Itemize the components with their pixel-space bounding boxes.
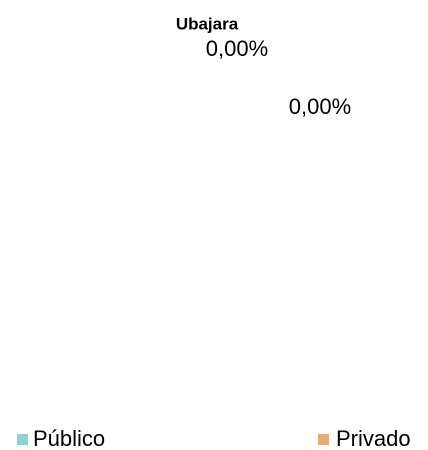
legend-label: Privado (336, 426, 411, 450)
legend-swatch (17, 434, 28, 445)
data-label: 0,00% (289, 94, 351, 119)
data-label: 0,00% (206, 36, 268, 61)
legend-label: Público (33, 426, 105, 450)
legend-swatch (318, 434, 329, 445)
chart-title: Ubajara (176, 14, 239, 33)
